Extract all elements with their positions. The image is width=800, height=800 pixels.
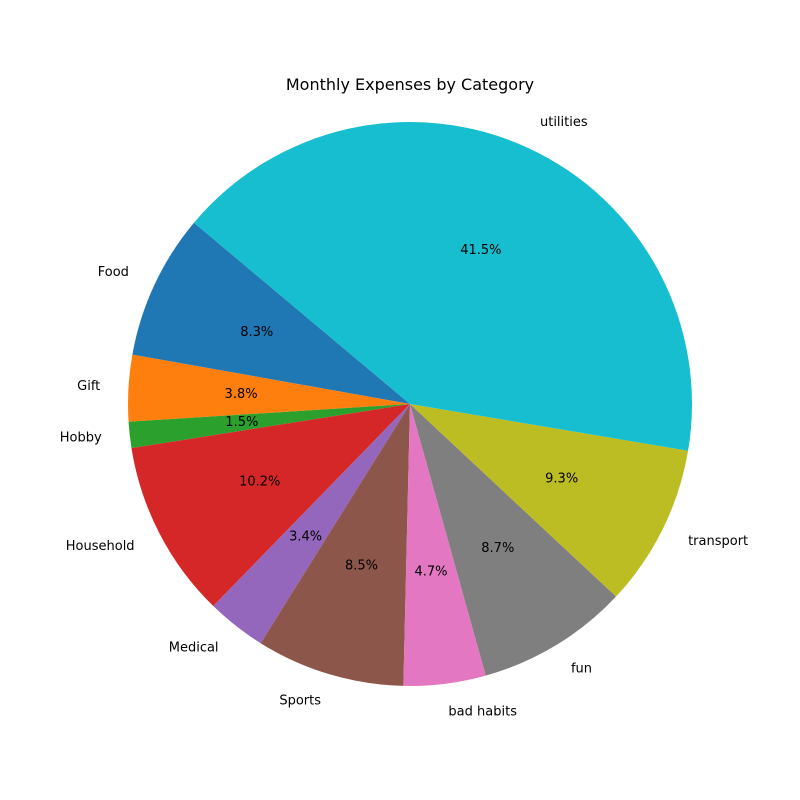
slice-percent-label: 41.5% xyxy=(460,243,501,258)
slice-label: Sports xyxy=(279,694,321,709)
slice-percent-label: 9.3% xyxy=(545,471,578,486)
pie-slice-sports xyxy=(260,404,410,686)
slice-percent-label: 8.5% xyxy=(345,559,378,574)
pie-slices xyxy=(127,122,692,686)
slice-percent-label: 10.2% xyxy=(239,474,280,489)
pie-slice-transport xyxy=(410,404,689,597)
slice-label: transport xyxy=(688,534,748,549)
pie-labels: Food 8.3% Gift 3.8% Hobby 1.5% Household 10.2% M… xyxy=(60,115,748,719)
slice-label: Household xyxy=(66,539,135,554)
slice-label: fun xyxy=(571,662,592,677)
pie-slice-household xyxy=(131,404,410,607)
pie-slice-hobby xyxy=(128,404,411,449)
pie-slice-medical xyxy=(213,404,410,644)
pie-slice-food xyxy=(132,222,410,404)
slice-percent-label: 3.4% xyxy=(289,530,322,545)
chart-title: Monthly Expenses by Category xyxy=(286,75,534,94)
slice-label: Hobby xyxy=(60,431,102,446)
slice-percent-label: 8.3% xyxy=(240,325,273,340)
slice-percent-label: 4.7% xyxy=(414,564,447,579)
slice-label: bad habits xyxy=(448,704,517,719)
slice-label: Medical xyxy=(169,641,219,656)
slice-label: utilities xyxy=(540,115,588,130)
slice-percent-label: 1.5% xyxy=(225,415,258,430)
pie-slice-bad-habits xyxy=(403,404,486,686)
slice-label: Food xyxy=(98,265,129,280)
slice-percent-label: 8.7% xyxy=(481,541,514,556)
pie-slice-utilities xyxy=(193,122,692,451)
pie-slice-fun xyxy=(410,404,617,676)
slice-label: Gift xyxy=(77,379,100,394)
pie-slice-gift xyxy=(127,354,410,422)
slice-percent-label: 3.8% xyxy=(225,387,258,402)
